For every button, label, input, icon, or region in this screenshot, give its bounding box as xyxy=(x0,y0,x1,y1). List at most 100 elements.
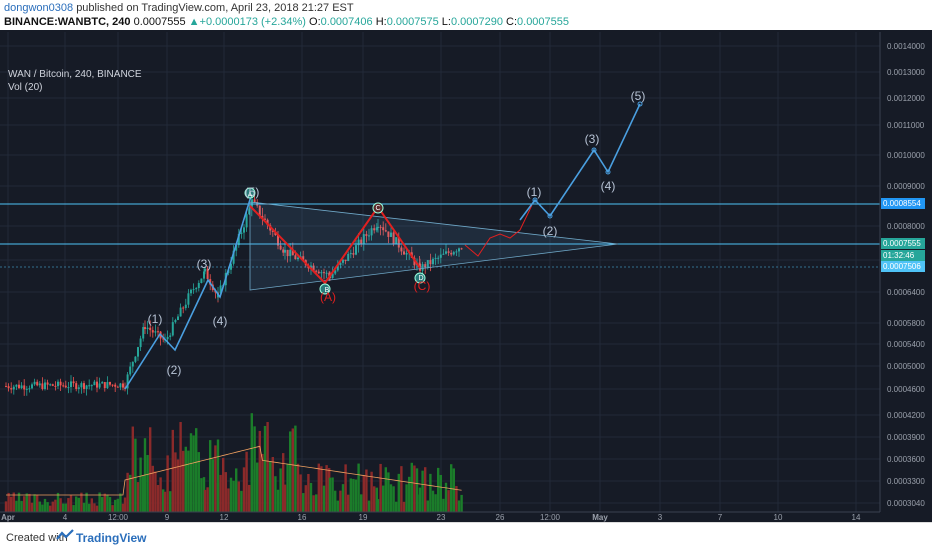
candle xyxy=(15,384,18,387)
candle xyxy=(405,252,408,255)
volume-bar xyxy=(134,438,137,512)
candle xyxy=(320,272,323,274)
volume-bar xyxy=(216,482,220,512)
candle xyxy=(72,381,75,384)
candle xyxy=(12,386,15,390)
volume-bar xyxy=(286,463,289,512)
volume-bar xyxy=(424,467,427,512)
candle xyxy=(57,381,59,387)
legend-title: WAN / Bitcoin, 240, BINANCE xyxy=(8,69,142,80)
volume-bar xyxy=(156,485,160,512)
volume-bar xyxy=(367,500,371,512)
candle xyxy=(310,265,312,269)
candle xyxy=(261,215,264,219)
volume-bar xyxy=(250,469,254,512)
volume-bar xyxy=(289,431,292,512)
volume-bar xyxy=(357,463,360,512)
volume-bar xyxy=(227,488,230,512)
volume-bar xyxy=(25,493,28,512)
candle xyxy=(44,382,46,389)
volume-bar xyxy=(291,428,294,512)
volume-bar xyxy=(176,459,180,512)
volume-bar xyxy=(240,490,243,512)
volume-bar xyxy=(7,492,10,512)
candle xyxy=(41,383,44,389)
candle xyxy=(23,385,26,390)
volume-bar xyxy=(62,503,65,512)
y-tick-label: 0.0006400 xyxy=(887,288,925,297)
wave-label: B xyxy=(325,287,330,294)
volume-bar xyxy=(54,499,57,512)
wave-point xyxy=(605,169,611,175)
publish-text: published on TradingView.com, April 23, … xyxy=(76,2,354,14)
volume-bar xyxy=(460,494,463,512)
volume-bar xyxy=(235,468,238,512)
volume-bar xyxy=(362,475,365,512)
volume-bar xyxy=(349,478,352,512)
volume-bar xyxy=(452,468,455,512)
candle xyxy=(437,257,440,259)
candle xyxy=(151,330,154,333)
volume-bar xyxy=(12,492,15,512)
volume-bar xyxy=(67,498,70,512)
candle xyxy=(375,227,378,231)
price-label-box xyxy=(881,250,925,261)
candle xyxy=(96,381,98,388)
price-chart[interactable]: 0.0014000 0.0013000 0.0012000 0.0011000 0.00… xyxy=(0,30,932,522)
y-tick-label: 0.0003040 xyxy=(887,499,925,508)
volume-bar xyxy=(126,472,129,512)
candle xyxy=(282,249,285,253)
volume-bar xyxy=(23,496,26,512)
candle xyxy=(7,386,10,389)
candle xyxy=(382,227,385,231)
volume-bar xyxy=(214,445,217,512)
candle xyxy=(85,385,88,389)
x-tick-label: 26 xyxy=(496,513,505,522)
candle xyxy=(447,251,450,253)
candle xyxy=(20,385,23,389)
volume-bar xyxy=(408,476,411,512)
volume-bar xyxy=(312,495,315,512)
y-tick-label: 0.0003600 xyxy=(887,455,925,464)
volume-bar xyxy=(279,468,282,512)
candle xyxy=(54,385,57,387)
volume-bar xyxy=(426,500,429,512)
volume-bar xyxy=(325,465,328,512)
candle xyxy=(344,259,347,261)
volume-bar xyxy=(197,452,200,512)
candle xyxy=(336,265,339,271)
x-tick-label: 7 xyxy=(718,513,723,522)
y-tick-label: 0.0014000 xyxy=(887,42,925,51)
volume-bar xyxy=(405,484,408,512)
red-projection-line xyxy=(464,204,533,257)
volume-bar xyxy=(299,474,302,512)
price-change: +0.0000173 (+2.34%) xyxy=(199,16,306,28)
candle xyxy=(103,382,106,389)
candle xyxy=(203,271,205,279)
volume-bar xyxy=(283,484,287,512)
wave-label: A xyxy=(248,192,253,199)
candle xyxy=(264,218,266,220)
candle xyxy=(98,383,101,388)
candle xyxy=(373,228,376,231)
candle xyxy=(325,272,328,274)
candle xyxy=(31,384,33,389)
candle xyxy=(182,307,185,309)
candle xyxy=(134,356,137,362)
volume-bar xyxy=(116,498,119,512)
volume-bar xyxy=(389,484,393,512)
x-tick-label: 12:00 xyxy=(108,513,129,522)
candle xyxy=(230,263,232,270)
volume-bar xyxy=(90,498,93,512)
author-link[interactable]: dongwon0308 xyxy=(4,2,74,14)
tradingview-brand[interactable]: TradingView xyxy=(76,531,147,545)
candle xyxy=(240,232,243,234)
volume-bar xyxy=(400,466,403,512)
ohlc-line: BINANCE:WANBTC, 240 0.0007555 ▲+0.000017… xyxy=(4,16,569,28)
volume-bar xyxy=(392,486,395,512)
up-arrow-icon: ▲ xyxy=(188,16,200,28)
chart-area[interactable]: 0.0014000 0.0013000 0.0012000 0.0011000 0.00… xyxy=(0,30,932,522)
volume-bar xyxy=(309,482,313,512)
candle xyxy=(315,270,318,272)
price-label: 01:32:46 xyxy=(883,251,915,260)
